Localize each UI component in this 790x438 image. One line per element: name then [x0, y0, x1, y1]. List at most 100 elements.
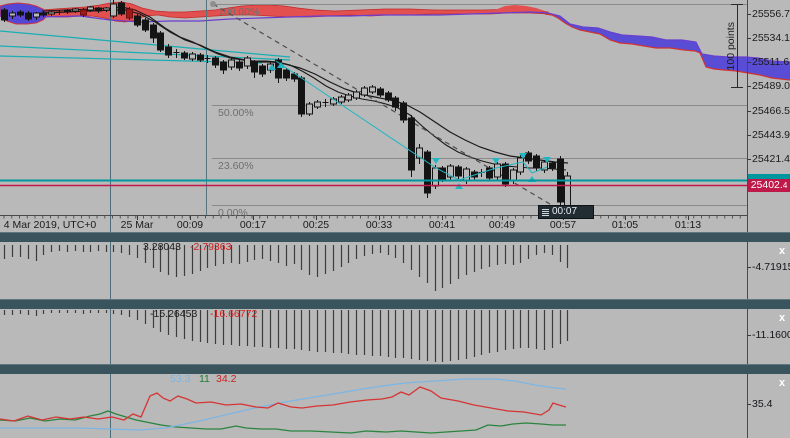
panel-axis-value: -11.1600 — [752, 329, 790, 341]
panel-separator[interactable] — [0, 299, 790, 309]
price-axis-label: 25489.0 — [752, 80, 790, 92]
candle-body — [110, 3, 117, 17]
candle-body — [408, 117, 415, 171]
candle-body — [525, 152, 532, 162]
indicator-value-label: -2.79363 — [190, 241, 232, 253]
indicator-value-label: 11 — [199, 373, 210, 385]
trendline-anchor-dot — [210, 1, 216, 7]
time-tooltip: 00:07 — [538, 205, 594, 219]
fib-level-label: 23.60% — [218, 160, 254, 172]
panel-separator[interactable] — [0, 364, 790, 374]
indicator-line-green — [0, 410, 566, 434]
candle-body — [165, 46, 172, 56]
candle-body — [502, 163, 509, 185]
moving-average-fast — [41, 6, 567, 171]
cloud-red-band — [41, 1, 549, 23]
candle-body — [1, 9, 8, 21]
cloud-upper-line — [0, 11, 790, 63]
trendline-drawing — [0, 30, 291, 58]
candle-body — [345, 94, 352, 101]
down-arrow-icon — [432, 158, 440, 164]
indicator-value-label: -16.66772 — [210, 308, 258, 320]
candle-body — [416, 147, 423, 159]
candle-body — [251, 61, 258, 73]
candle-body — [517, 157, 524, 173]
cloud-red-bump — [495, 5, 545, 12]
candle-body — [157, 32, 164, 51]
candle-body — [25, 12, 32, 20]
candle-info-icon — [542, 208, 549, 216]
candle-body — [549, 162, 556, 169]
candle-body — [486, 167, 493, 179]
panel-close-button[interactable]: x — [779, 377, 786, 389]
fib-level-label: 100.00% — [218, 6, 260, 18]
candle-body — [275, 59, 282, 79]
price-axis-label: 25556.7 — [752, 8, 790, 20]
time-axis-label: 00:57 — [549, 219, 577, 231]
candle-body — [87, 6, 94, 11]
candle-body — [118, 2, 125, 15]
candle-body — [244, 57, 251, 67]
cloud-lower-line — [544, 13, 790, 81]
panel-axis-value: 35.4 — [752, 398, 773, 410]
scale-bracket-label: 100 points — [724, 22, 737, 71]
fib-level-label: 0.00% — [218, 207, 248, 219]
candle-body — [33, 12, 40, 18]
price-axis-label: 25534.1 — [752, 32, 790, 44]
candle-body — [533, 155, 540, 169]
candle-body — [361, 87, 368, 96]
candle-body — [510, 169, 517, 182]
time-axis-label: 00:25 — [302, 219, 330, 231]
candle-body — [126, 8, 133, 19]
price-axis-label: 25511.6 — [752, 56, 790, 68]
moving-average-slow — [41, 9, 569, 164]
candle-body — [48, 11, 55, 15]
price-axis-label: 25466.5 — [752, 105, 790, 117]
ask-price-tag — [748, 174, 790, 181]
fib-level-label: 50.00% — [218, 107, 254, 119]
down-arrow-icon — [519, 153, 527, 159]
time-axis-label: 00:33 — [365, 219, 393, 231]
candle-body — [385, 92, 392, 101]
candle-body — [494, 163, 501, 178]
candle-body — [439, 167, 446, 180]
indicator-value-label: 53.3 — [170, 373, 191, 385]
time-axis-label: 00:49 — [488, 219, 516, 231]
candle-body — [142, 19, 149, 31]
indicator-line-red — [0, 386, 567, 422]
candle-body — [291, 73, 298, 80]
candle-body — [369, 86, 376, 93]
candle-body — [306, 103, 313, 115]
candle-body — [9, 12, 16, 17]
candle-body — [197, 54, 204, 61]
up-arrow-icon — [268, 64, 276, 70]
indicator-value-label: 34.2 — [216, 373, 237, 385]
candle-body — [338, 96, 345, 103]
price-axis-label: 25443.9 — [752, 129, 790, 141]
time-axis-label: 00:17 — [239, 219, 267, 231]
panel-separator[interactable] — [0, 232, 790, 242]
candle-body — [392, 97, 399, 108]
indicator-value-label: -15.26453 — [150, 308, 198, 320]
zigzag-line — [275, 60, 548, 181]
candle-body — [314, 101, 321, 108]
candle-body — [236, 61, 243, 69]
candle-body — [212, 57, 219, 66]
candle-body — [95, 7, 102, 12]
trendline-drawing — [0, 45, 291, 61]
panel-close-button[interactable]: x — [779, 312, 786, 324]
time-axis-label: 00:09 — [176, 219, 204, 231]
candle-body — [72, 8, 79, 12]
candle-body — [541, 161, 548, 171]
candle-body — [64, 9, 71, 13]
candle-body — [447, 165, 454, 178]
panel-close-button[interactable]: x — [779, 245, 786, 257]
candle-body — [283, 69, 290, 79]
indicator-value-label: 3.28043 — [143, 241, 181, 253]
time-axis-label: 00:41 — [428, 219, 456, 231]
candle-body — [377, 88, 384, 96]
bid-price-fraction: 4 — [782, 181, 788, 190]
cloud-fill-right — [545, 13, 790, 80]
